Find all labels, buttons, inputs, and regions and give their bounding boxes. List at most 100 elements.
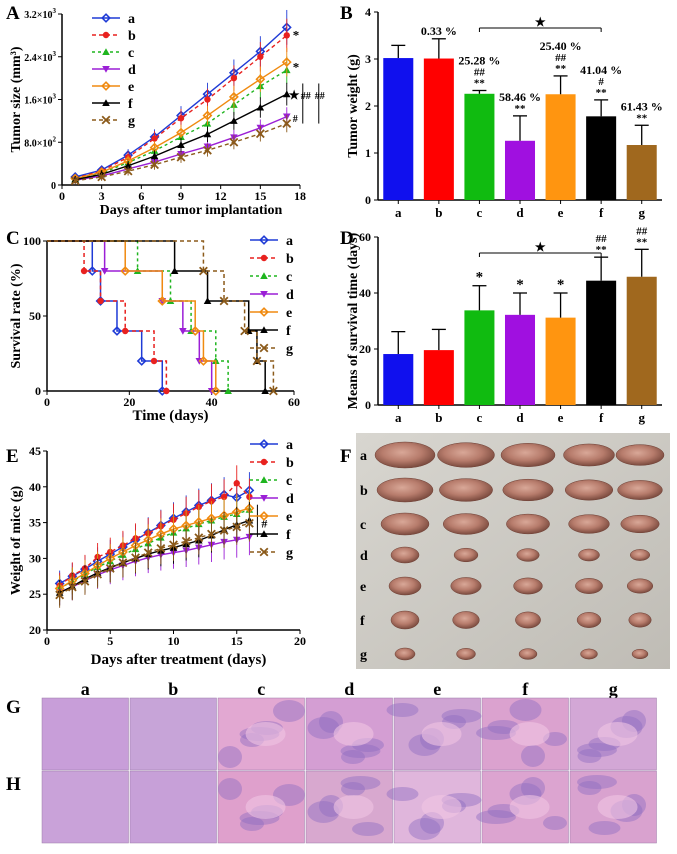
data-point xyxy=(230,117,238,124)
km-curve-f xyxy=(47,240,266,391)
data-point xyxy=(281,57,292,68)
histology-necrosis xyxy=(333,795,374,819)
legend-label-d: d xyxy=(128,63,136,78)
histology-cell-cluster xyxy=(240,817,264,831)
data-point xyxy=(176,127,186,138)
bar-d xyxy=(504,314,536,405)
x-tick-label: 20 xyxy=(294,634,306,648)
histology-cell-cluster xyxy=(307,717,340,739)
tumor-specimen xyxy=(631,648,649,660)
tumor-specimen xyxy=(456,648,476,660)
bar-c xyxy=(464,310,495,405)
legend-label-a: a xyxy=(286,438,293,453)
legend-marker-b xyxy=(260,458,268,466)
y-tick-base: 3.2×10 xyxy=(24,10,52,21)
tumor-specimen xyxy=(617,480,663,500)
x-tick-label: 12 xyxy=(215,189,227,203)
histology-image-G-b xyxy=(129,697,217,771)
tumor-specimen xyxy=(626,578,654,594)
legend-label-g: g xyxy=(286,342,293,357)
histology-cell-cluster xyxy=(521,745,545,767)
y-tick-label: 4 xyxy=(365,5,371,19)
bar-g xyxy=(626,276,657,405)
histology-necrosis xyxy=(421,795,462,819)
x-axis-label: Days after treatment (days) xyxy=(91,652,267,668)
histology-cell-cluster xyxy=(441,709,482,723)
bar-d xyxy=(504,140,536,200)
x-tick-label: d xyxy=(516,410,524,425)
sig-star: ★ xyxy=(535,240,546,254)
x-tick-label: g xyxy=(638,410,645,425)
data-point xyxy=(256,103,265,111)
y-tick-label: 8.0×102 xyxy=(24,135,56,149)
data-point xyxy=(244,518,254,528)
tumor-specimen xyxy=(513,577,543,595)
bar-annotation: 25.40 % xyxy=(540,39,582,53)
y-tick-label: 2 xyxy=(365,99,371,113)
bar-annotation: ** xyxy=(636,112,648,124)
tumor-specimen xyxy=(564,479,614,501)
y-tick-label: 35 xyxy=(29,516,41,530)
legend-label-g: g xyxy=(286,546,293,561)
legend-marker-a xyxy=(101,13,111,23)
histology-cell-cluster xyxy=(521,777,545,799)
data-point xyxy=(219,526,229,535)
legend-label-f: f xyxy=(286,528,291,543)
data-point xyxy=(230,74,238,82)
data-point xyxy=(124,161,132,169)
tumor-specimen xyxy=(500,443,556,467)
bar-annotation: * xyxy=(516,277,524,293)
data-point xyxy=(67,582,77,592)
x-tick-label: 15 xyxy=(254,189,266,203)
data-point xyxy=(282,90,291,98)
y-tick-exp: 3 xyxy=(53,50,57,58)
mouse-weight-chart: 0 5 10 15 20 20 25 30 35 40 45 Days after treatment… xyxy=(9,438,306,668)
tumor-specimen xyxy=(450,577,482,595)
x-tick-label: e xyxy=(558,205,564,220)
legend-marker-a xyxy=(259,439,269,449)
bar-annotation: ## xyxy=(636,225,648,237)
legend-marker-e xyxy=(259,307,269,317)
histology-cell-cluster xyxy=(577,743,617,757)
data-point xyxy=(143,548,153,558)
y-axis-label: Tumor size (mm³) xyxy=(9,46,24,152)
y-axis-label: Means of survival time (days) xyxy=(346,232,361,409)
legend-marker-g xyxy=(259,547,269,557)
y-tick-base: 2.4×10 xyxy=(24,53,52,64)
histology-cell-cluster xyxy=(476,726,516,740)
data-point xyxy=(203,145,212,155)
legend-label-f: f xyxy=(286,324,291,339)
legend-marker-f xyxy=(260,530,268,538)
data-point xyxy=(181,536,191,546)
legend-marker-e xyxy=(101,81,111,91)
histology-column-label: c xyxy=(257,679,265,699)
data-point xyxy=(202,110,213,121)
legend-label-e: e xyxy=(286,306,292,321)
km-point xyxy=(120,266,131,276)
y-axis-label: Weight of mice (g) xyxy=(9,486,24,596)
series-line-e xyxy=(59,507,250,590)
bar-annotation: 0.33 % xyxy=(421,24,457,38)
photo-row-label: d xyxy=(360,549,368,564)
histology-column-label: b xyxy=(168,679,178,699)
legend-marker-g xyxy=(101,115,111,125)
tumor-specimen xyxy=(615,444,665,466)
km-point xyxy=(210,386,221,396)
y-tick-label: 50 xyxy=(29,309,41,323)
legend-label-d: d xyxy=(286,288,294,303)
bar-annotation: ## xyxy=(555,52,567,64)
bar-c xyxy=(464,93,495,200)
tumor-specimen xyxy=(506,513,550,535)
data-point xyxy=(156,543,166,553)
y-tick-label: 3 xyxy=(365,52,371,66)
legend-label-c: c xyxy=(286,270,292,285)
tumor-specimen xyxy=(516,548,540,562)
legend-marker-g xyxy=(259,343,269,353)
x-tick-label: 3 xyxy=(99,189,105,203)
data-point xyxy=(194,533,204,543)
x-tick-label: b xyxy=(435,410,442,425)
photo-row-label: a xyxy=(360,449,367,464)
tumor-specimen xyxy=(388,576,422,596)
legend-marker-b xyxy=(260,254,268,262)
